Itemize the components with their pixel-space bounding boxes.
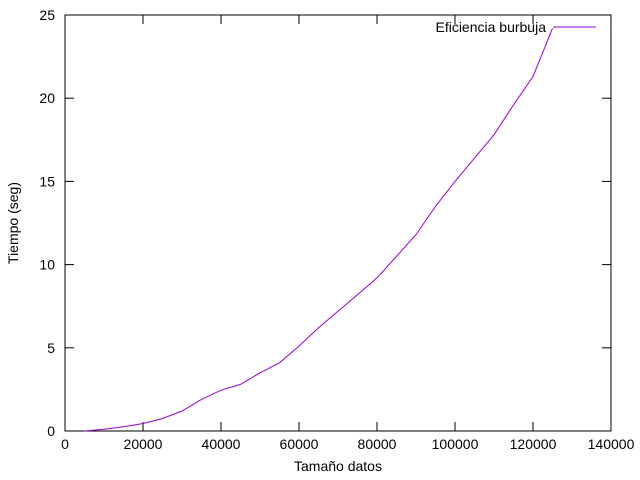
series-line-0 xyxy=(84,28,553,432)
axis-tick-labels: 0 20000 40000 60000 80000 100000 120000 140000 0… xyxy=(39,7,634,452)
y-tick-label: 5 xyxy=(47,340,55,356)
series-group xyxy=(84,28,553,432)
legend: Eficiencia burbuja xyxy=(435,19,596,35)
x-tick-label: 0 xyxy=(61,436,69,452)
x-tick-label: 100000 xyxy=(432,436,479,452)
x-axis-label: Tamaño datos xyxy=(294,458,382,474)
x-tick-label: 40000 xyxy=(202,436,241,452)
axis-ticks xyxy=(64,14,612,432)
x-tick-label: 20000 xyxy=(124,436,163,452)
legend-label-eficiencia-burbuja: Eficiencia burbuja xyxy=(435,19,546,35)
y-tick-label: 20 xyxy=(39,90,55,106)
plot-frame xyxy=(64,14,612,432)
x-tick-label: 120000 xyxy=(510,436,557,452)
x-tick-label: 60000 xyxy=(280,436,319,452)
y-tick-label: 0 xyxy=(47,423,55,439)
y-axis-label: Tiempo (seg) xyxy=(5,182,21,264)
x-tick-label: 80000 xyxy=(358,436,397,452)
y-tick-label: 10 xyxy=(39,257,55,273)
y-tick-label: 25 xyxy=(39,7,55,23)
y-tick-label: 15 xyxy=(39,173,55,189)
x-tick-label: 140000 xyxy=(588,436,635,452)
